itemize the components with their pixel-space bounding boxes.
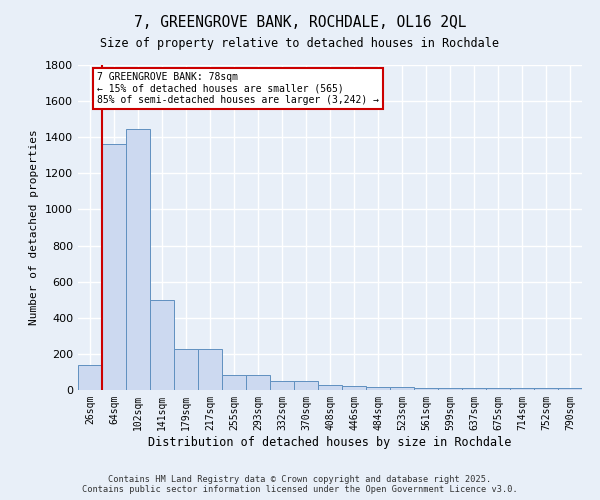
Bar	[462, 388, 486, 390]
Bar	[558, 388, 582, 390]
Bar	[486, 388, 510, 390]
Bar	[198, 349, 222, 390]
Text: Contains HM Land Registry data © Crown copyright and database right 2025.
Contai: Contains HM Land Registry data © Crown c…	[82, 474, 518, 494]
Bar	[534, 388, 558, 390]
Text: 7, GREENGROVE BANK, ROCHDALE, OL16 2QL: 7, GREENGROVE BANK, ROCHDALE, OL16 2QL	[134, 15, 466, 30]
Bar	[222, 374, 246, 390]
Text: 7 GREENGROVE BANK: 78sqm
← 15% of detached houses are smaller (565)
85% of semi-: 7 GREENGROVE BANK: 78sqm ← 15% of detach…	[97, 72, 379, 106]
Text: Size of property relative to detached houses in Rochdale: Size of property relative to detached ho…	[101, 38, 499, 51]
Bar	[342, 386, 366, 390]
Bar	[126, 129, 150, 390]
Bar	[78, 364, 102, 390]
Bar	[294, 381, 318, 390]
Bar	[102, 144, 126, 390]
Bar	[366, 388, 390, 390]
Bar	[438, 388, 462, 390]
Bar	[174, 349, 198, 390]
Bar	[414, 388, 438, 390]
Bar	[150, 300, 174, 390]
Y-axis label: Number of detached properties: Number of detached properties	[29, 130, 40, 326]
Bar	[246, 374, 270, 390]
Bar	[510, 388, 534, 390]
X-axis label: Distribution of detached houses by size in Rochdale: Distribution of detached houses by size …	[148, 436, 512, 448]
Bar	[270, 381, 294, 390]
Bar	[390, 388, 414, 390]
Bar	[318, 384, 342, 390]
